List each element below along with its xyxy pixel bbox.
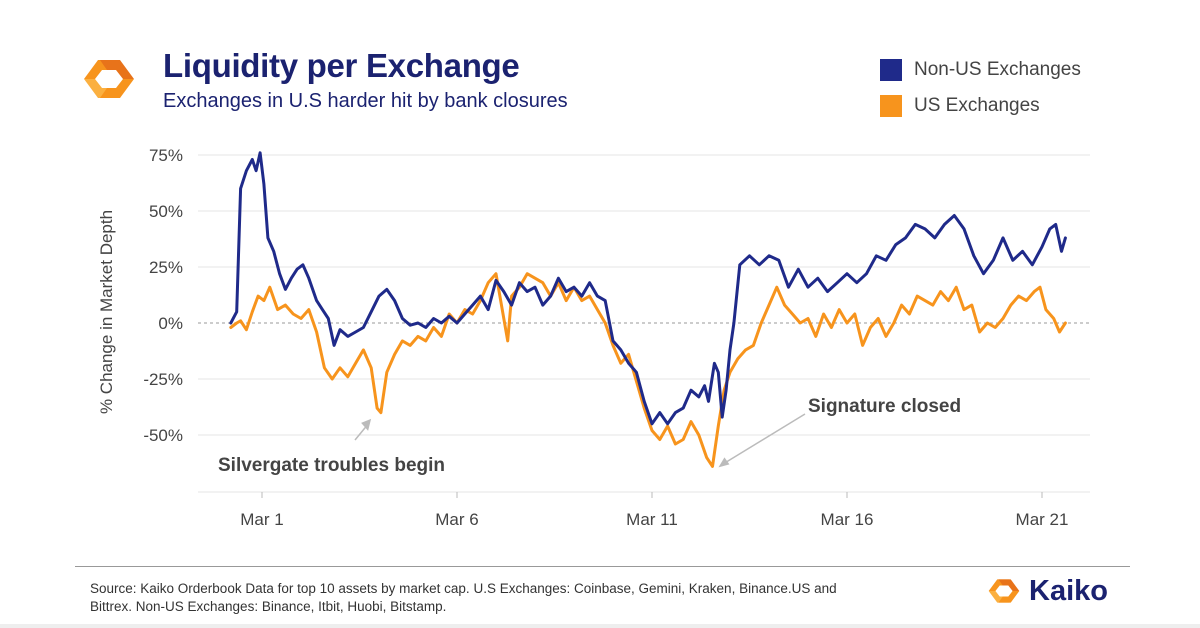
y-tick-label: -50% xyxy=(143,426,183,445)
y-axis-label: % Change in Market Depth xyxy=(97,210,116,414)
x-tick-label: Mar 6 xyxy=(435,510,478,529)
x-tick-label: Mar 1 xyxy=(240,510,283,529)
legend-item-non-us: Non-US Exchanges xyxy=(880,52,1081,88)
brand: Kaiko xyxy=(985,572,1108,610)
kaiko-logo-icon xyxy=(84,60,134,98)
legend: Non-US Exchanges US Exchanges xyxy=(880,52,1081,124)
legend-label-non-us: Non-US Exchanges xyxy=(914,59,1081,80)
grid xyxy=(198,154,1090,493)
bottom-strip xyxy=(0,624,1200,628)
annotations: Silvergate troubles begin Signature close… xyxy=(218,396,961,476)
y-tick-label: 25% xyxy=(149,258,183,277)
series-layer xyxy=(229,151,1067,468)
legend-item-us: US Exchanges xyxy=(880,88,1081,124)
x-axis: Mar 1 Mar 6 Mar 11 Mar 16 Mar 21 xyxy=(240,492,1068,529)
y-tick-label: 0% xyxy=(158,314,183,333)
kaiko-logo-icon xyxy=(988,579,1020,603)
annotation-arrow xyxy=(722,413,806,466)
brand-name: Kaiko xyxy=(1029,574,1108,607)
annotation-arrowhead xyxy=(718,457,730,468)
series-line-non-us xyxy=(229,151,1067,426)
x-tick-label: Mar 16 xyxy=(821,510,874,529)
footer-divider xyxy=(75,566,1130,567)
annotation-arrowhead xyxy=(361,418,372,431)
x-tick-label: Mar 11 xyxy=(626,510,678,529)
y-tick-label: 50% xyxy=(149,202,183,221)
x-tick-label: Mar 21 xyxy=(1016,510,1069,529)
y-axis: 75% 50% 25% 0% -25% -50% xyxy=(143,146,183,445)
legend-label-us: US Exchanges xyxy=(914,95,1040,116)
legend-swatch-non-us xyxy=(880,59,902,81)
chart-title: Liquidity per Exchange xyxy=(163,47,520,84)
source-note: Source: Kaiko Orderbook Data for top 10 … xyxy=(90,581,837,614)
y-tick-label: -25% xyxy=(143,370,183,389)
chart-subtitle: Exchanges in U.S harder hit by bank clos… xyxy=(163,90,568,112)
y-tick-label: 75% xyxy=(149,146,183,165)
series-line-us xyxy=(229,272,1067,468)
legend-swatch-us xyxy=(880,95,902,117)
annotation-label: Signature closed xyxy=(808,396,961,417)
annotation-label: Silvergate troubles begin xyxy=(218,455,445,476)
